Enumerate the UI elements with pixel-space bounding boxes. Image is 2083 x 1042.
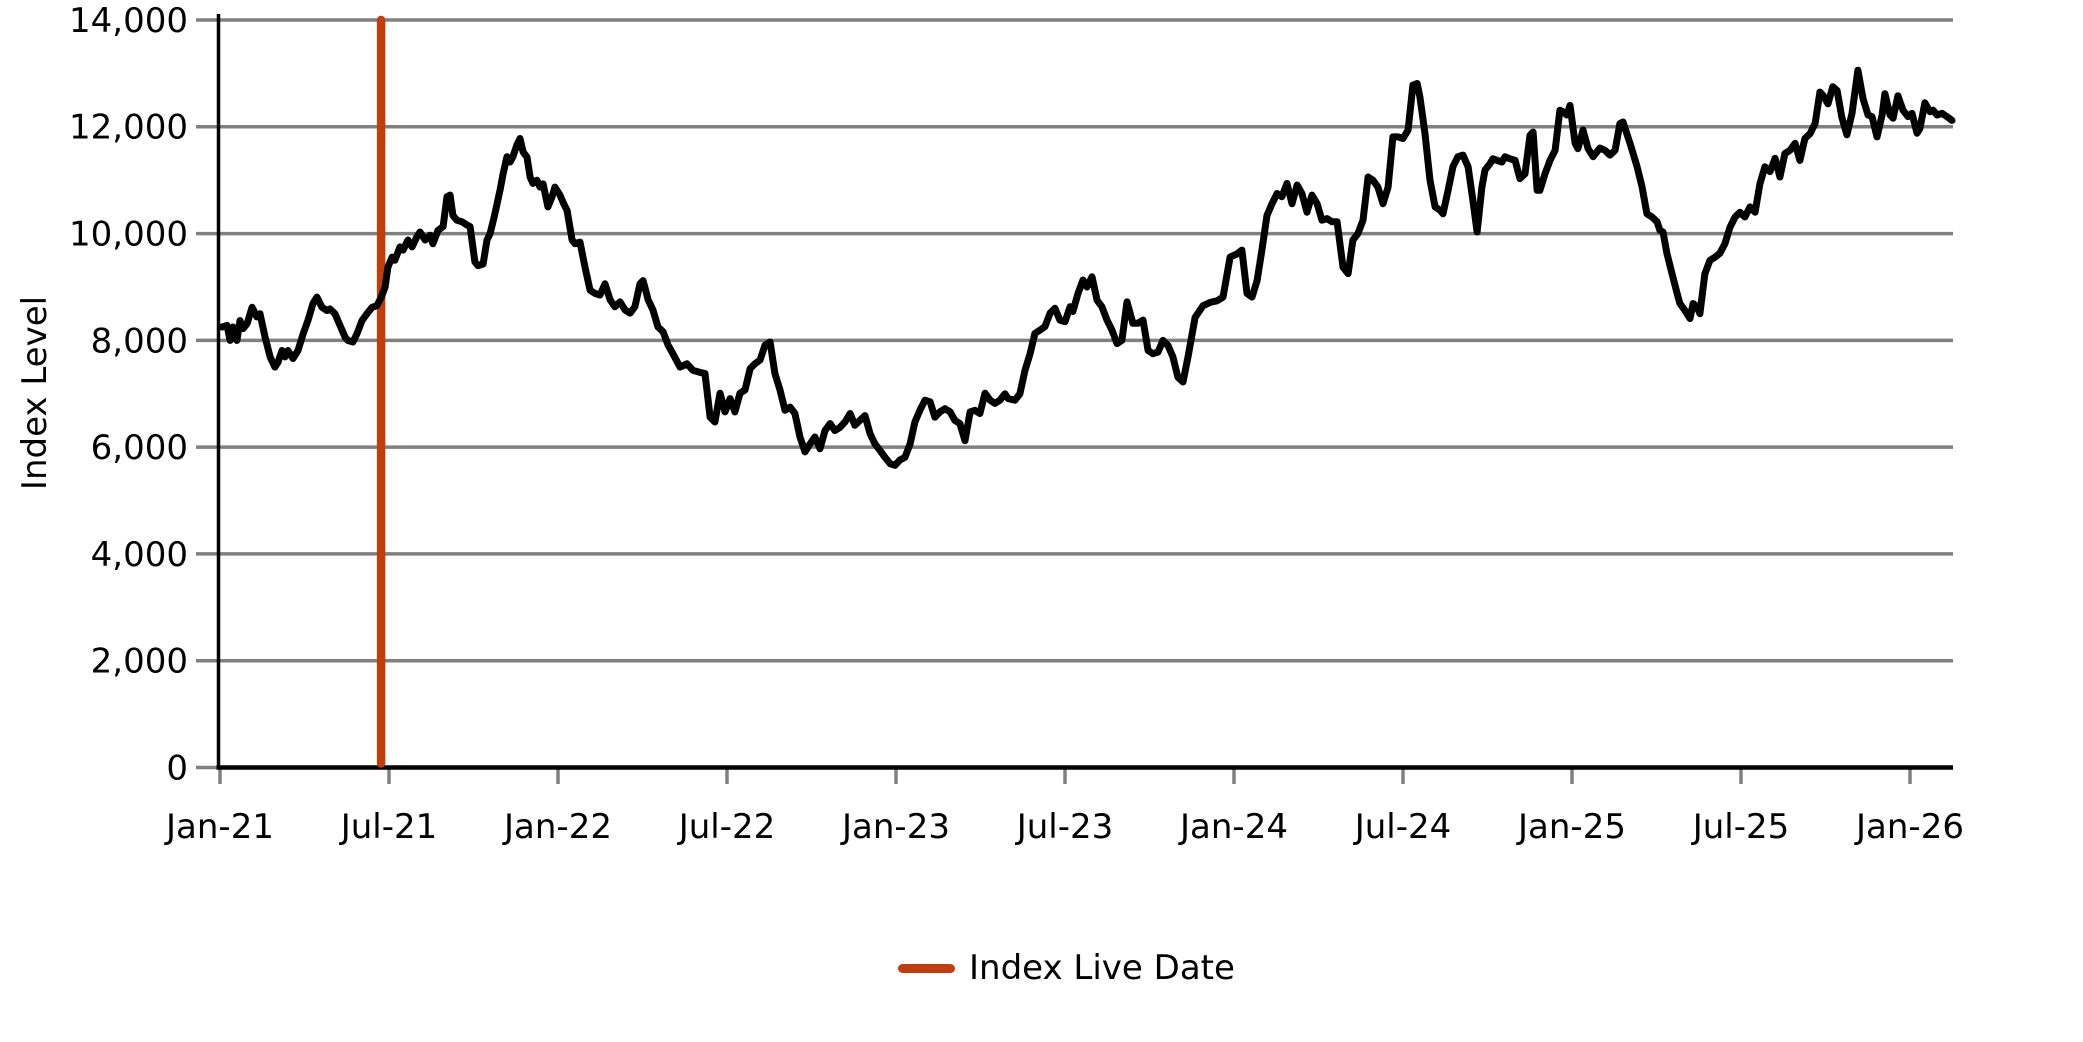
legend: Index Live Date (898, 948, 1235, 988)
y-tick-label: 4,000 (91, 535, 188, 575)
x-tick-label: Jan-25 (1516, 807, 1626, 847)
y-tick-label: 14,000 (69, 1, 188, 41)
x-tick-label: Jul-22 (677, 807, 776, 847)
y-tick-label: 6,000 (91, 428, 188, 468)
axes-spines (216, 14, 1953, 770)
y-tick-label: 10,000 (69, 214, 188, 254)
ticks-layer (196, 18, 1912, 784)
x-tick-label: Jan-22 (502, 807, 612, 847)
y-axis-title: Index Level (15, 296, 55, 490)
y-tick-label: 8,000 (91, 321, 188, 361)
y-tick-labels: 0 2,000 4,000 6,000 8,000 10,000 12,000 14,000 (69, 1, 188, 789)
legend-label: Index Live Date (969, 948, 1235, 988)
index-series-layer (218, 66, 1956, 469)
x-tick-label: Jan-21 (164, 807, 274, 847)
index-series-line (218, 66, 1956, 469)
x-tick-label: Jul-24 (1353, 807, 1452, 847)
index-live-date-line-swatch (898, 963, 955, 973)
x-tick-label: Jul-21 (339, 807, 438, 847)
y-tick-label: 2,000 (91, 642, 188, 682)
x-tick-labels: Jan-21 Jul-21 Jan-22 Jul-22 Jan-23 Jul-23 Jan-… (164, 807, 1964, 847)
y-tick-label: 0 (166, 748, 188, 788)
x-tick-label: Jan-26 (1854, 807, 1964, 847)
x-tick-label: Jan-23 (840, 807, 950, 847)
x-tick-label: Jul-25 (1691, 807, 1790, 847)
x-tick-label: Jul-23 (1015, 807, 1114, 847)
gridlines-layer (220, 18, 1953, 663)
y-tick-label: 12,000 (69, 108, 188, 148)
x-tick-label: Jan-24 (1178, 807, 1288, 847)
